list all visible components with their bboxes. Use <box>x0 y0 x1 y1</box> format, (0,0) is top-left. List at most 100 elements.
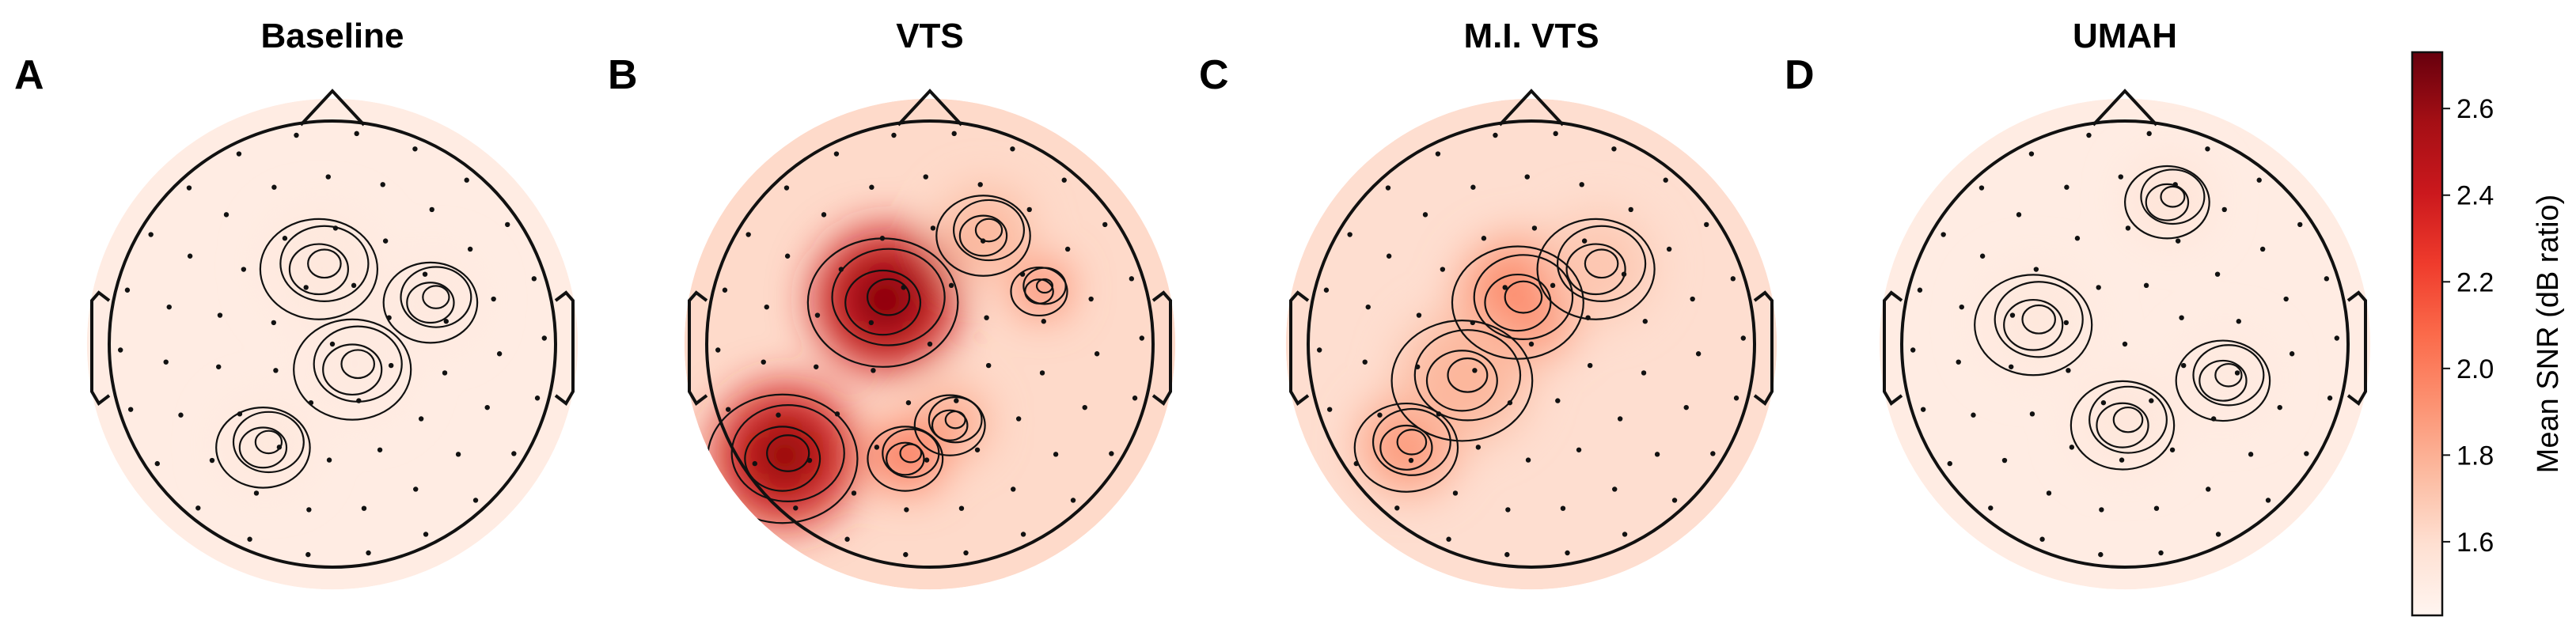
sensor-dot <box>2259 246 2266 252</box>
sensor-dot <box>1971 412 1976 418</box>
sensor-dot <box>127 407 134 412</box>
panel-titles: Baseline VTS M.I. VTS UMAH <box>261 17 2177 55</box>
sensor-dot <box>1621 271 1627 277</box>
sensor-dot <box>1039 370 1045 376</box>
sensor-dot <box>236 151 242 157</box>
contour-line <box>766 434 810 472</box>
snr-blob <box>1437 350 1492 405</box>
sensor-dot <box>1525 457 1531 463</box>
contour-line <box>1994 281 2084 358</box>
sensor-dot <box>1641 370 1647 376</box>
sensor-dot <box>329 341 336 347</box>
sensor-dot <box>2001 457 2008 464</box>
contour-line <box>2112 406 2144 433</box>
panel-title-b: VTS <box>896 17 964 55</box>
snr-blob <box>967 214 1004 251</box>
contour-line <box>2160 185 2186 208</box>
snr-blob <box>2105 402 2145 442</box>
panel-title-d: UMAH <box>2073 17 2177 55</box>
sensor-dot <box>377 447 383 452</box>
sensor-dot <box>954 398 959 403</box>
left-ear-outline <box>1883 290 1903 406</box>
sensor-dot <box>422 271 428 277</box>
sensor-dot <box>166 304 172 310</box>
sensor-dot <box>467 246 473 252</box>
contour-line <box>2140 168 2206 225</box>
sensor-dot <box>1704 221 1709 228</box>
sensor-dot <box>484 404 490 411</box>
sensor-dot <box>891 132 897 138</box>
sensor-dot <box>1710 451 1716 456</box>
contour-line <box>1396 429 1428 456</box>
sensor-dot <box>1560 505 1566 511</box>
sensor-dot <box>2214 271 2221 277</box>
head-outline <box>1307 119 1756 569</box>
sensor-dot <box>1026 206 1032 213</box>
left-ear-outline <box>1289 290 1310 406</box>
sensor-dot <box>2096 285 2101 290</box>
contour-line <box>307 248 342 279</box>
sensor-dot <box>276 445 283 450</box>
sensor-dot <box>2215 532 2221 537</box>
colorbar-tick-label: 2.4 <box>2456 181 2494 211</box>
sensor-dot <box>2149 398 2154 403</box>
sensor-dot <box>1988 505 1994 511</box>
sensor-dot <box>1353 460 1359 467</box>
sensor-dot <box>924 457 930 463</box>
right-ear-outline <box>1151 290 1172 406</box>
sensor-dot <box>1061 177 1067 183</box>
contour-line <box>913 394 986 456</box>
sensor-dot <box>1504 551 1510 558</box>
sensor-dot <box>380 182 385 187</box>
sensor-dot <box>1317 347 1322 353</box>
sensor-dot <box>1617 416 1623 422</box>
sensor-dot <box>1082 404 1087 411</box>
sensor-dot <box>1979 253 1986 259</box>
contour-line <box>406 282 455 324</box>
sensor-dot <box>505 221 510 228</box>
sensor-dot <box>1362 359 1368 365</box>
sensor-dot <box>1565 550 1570 556</box>
sensor-dot <box>1502 285 1508 290</box>
sensor-dot <box>303 285 309 290</box>
colorbar-tick-label: 1.6 <box>2456 528 2494 558</box>
sensor-dot <box>1550 282 1556 289</box>
sensor-dot <box>2064 184 2070 190</box>
sensor-dot <box>923 174 928 180</box>
sensor-dot <box>2009 364 2014 369</box>
sensor-dot <box>2069 445 2075 450</box>
sensor-dot <box>386 315 392 320</box>
sensor-dot <box>1015 416 1022 422</box>
sensor-dot <box>118 347 123 353</box>
sensor-dot <box>1041 319 1046 324</box>
contour-line <box>952 199 1026 262</box>
sensor-dot <box>124 287 131 293</box>
sensor-dot <box>326 457 332 463</box>
sensor-dot <box>722 287 728 293</box>
snr-blob <box>2013 299 2058 344</box>
contour-line <box>259 218 379 320</box>
sensor-dot <box>332 225 339 231</box>
sensor-dot <box>294 132 299 138</box>
sensor-dot <box>1690 296 1695 302</box>
topomap-panel-c <box>1285 89 1777 590</box>
contour-line <box>944 410 966 430</box>
sensor-dot <box>1446 536 1451 542</box>
sensor-dot <box>186 185 192 191</box>
sensor-dot <box>1020 532 1026 537</box>
contour-line <box>1484 273 1552 332</box>
snr-blob <box>1495 274 1546 325</box>
sensor-dot <box>1654 452 1660 457</box>
contour-line <box>1371 407 1451 476</box>
topomap-panels <box>86 89 2371 590</box>
sensor-dot <box>1579 182 1584 187</box>
sensor-dot <box>1064 246 1071 252</box>
sensor-dot <box>1910 347 1916 353</box>
nose-outline <box>2092 89 2158 127</box>
colorbar-ticks: 1.6 1.8 2.0 2.2 2.4 2.6 <box>2442 94 2494 558</box>
sensor-dot <box>1622 532 1628 537</box>
sensor-dot <box>1628 206 1633 213</box>
sensor-dot <box>382 238 389 244</box>
sensor-dot <box>455 452 461 457</box>
sensor-dot <box>1524 174 1530 180</box>
